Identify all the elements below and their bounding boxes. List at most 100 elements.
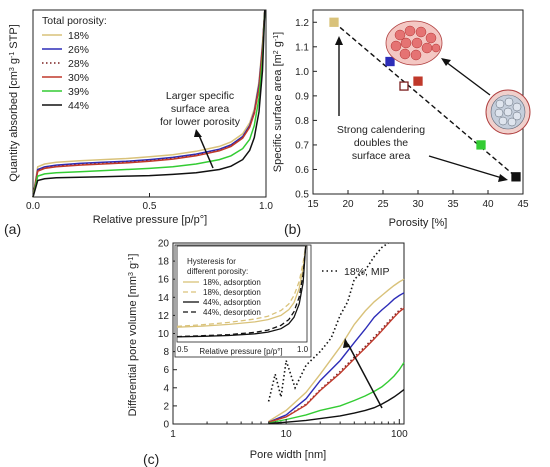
panel-a-legend-label: 39% (68, 86, 89, 98)
dense-particles-icon (385, 20, 443, 66)
panel-b-points (329, 17, 521, 182)
panel-a-legend-label: 26% (68, 44, 89, 56)
panel-a-annotation-line-3: for lower porosity (160, 116, 241, 128)
inset-series-line (176, 245, 307, 338)
panel-b-ytick-label: 0.7 (295, 140, 309, 151)
panel-a-xtick-label: 1.0 (259, 201, 273, 212)
inset-title-line-1: Hysteresis for (187, 257, 236, 266)
panel-c-ytick-label: 12 (158, 311, 170, 322)
porous-particle-icon (485, 89, 531, 135)
panel-a-legend-label: 28% (68, 58, 89, 70)
panel-b-annotation-line-1: Strong calendering (337, 124, 425, 136)
panel-c-ytick-label: 0 (163, 420, 169, 431)
panel-c-mip-legend: 18%, MIP (322, 266, 390, 278)
panel-b-point (413, 76, 423, 86)
panel-a-ylabel: Quantity absorbed [cm3 g-1 STP] (8, 24, 20, 182)
panel-c-arrow (343, 338, 383, 409)
panel-b-point (329, 17, 339, 27)
panel-b-ytick-label: 1.0 (295, 67, 309, 78)
panel-b-right-arrow (428, 155, 503, 179)
panel-c-yticks: 0 2 4 6 8 10 12 14 16 18 20 (158, 239, 177, 431)
panel-a-series (32, 9, 266, 198)
panel-a-legend-label: 30% (68, 72, 89, 84)
panel-a-legend-title: Total porosity: (42, 15, 107, 27)
panel-b-ytick-label: 0.9 (295, 91, 309, 102)
panel-b-xlabel: Porosity [%] (389, 217, 448, 229)
inset-series-line (176, 245, 307, 328)
panel-c-inset: Hysteresis for different porosity: 18%, … (174, 244, 312, 358)
panel-b-xtick-label: 20 (342, 199, 354, 210)
panel-c-ytick-label: 2 (163, 401, 169, 412)
inset-legend-label: 44%, desorption (203, 308, 261, 317)
panel-b-xtick-label: 35 (447, 199, 459, 210)
inset-series-line (176, 245, 307, 328)
panel-c-series (267, 242, 405, 425)
inset-series (176, 245, 307, 338)
panel-b-annotation-line-2: doubles the (354, 137, 408, 149)
panel-b-point (476, 140, 486, 150)
inset-title-line-2: different porosity: (187, 267, 248, 276)
panel-b: 15 20 25 30 35 40 45 0.50.60.70.80.91.01.11.2 … (272, 9, 531, 237)
inset-legend-label: 44%, adsorption (203, 298, 261, 307)
panel-b-yticks: 0.5 0.6 0.7 0.8 0.9 1.0 1.1 1.2 (295, 18, 317, 201)
inset-legend-label: 18%, desorption (203, 288, 261, 297)
panel-c-xlabel: Pore width [nm] (250, 449, 326, 461)
panel-a-series-line-30pct (32, 9, 266, 198)
panel-b-up-arrowhead (335, 36, 343, 45)
panel-c-ytick-label: 6 (163, 365, 169, 376)
panel-c-xticks: 1 10 100 (170, 419, 408, 440)
panel-a-legend-label: 18% (68, 30, 89, 42)
panel-c-ytick-label: 16 (158, 275, 170, 286)
inset-series-line (176, 245, 307, 338)
panel-b-ytick-label: 1.1 (295, 42, 309, 53)
panel-b-ytick-label: 0.6 (295, 165, 309, 176)
inset-background (174, 244, 312, 358)
panel-c-letter: (c) (143, 451, 159, 467)
panel-c-ytick-label: 14 (158, 293, 170, 304)
panel-b-point (399, 81, 409, 91)
panel-c-xtick-label: 1 (170, 429, 176, 440)
inset-xtick-0: 0.5 (177, 345, 189, 354)
panel-c-mip-label: 18%, MIP (344, 266, 390, 278)
panel-b-xtick-label: 45 (517, 199, 529, 210)
inset-legend-label: 18%, adsorption (203, 278, 261, 287)
panel-c-ytick-label: 20 (158, 239, 170, 250)
panel-c-series-line (268, 278, 405, 422)
panel-a-annotation: Larger specific surface area for lower p… (160, 90, 241, 169)
panel-c-series-line (268, 305, 405, 423)
panel-b-xticks: 15 20 25 30 35 40 45 (307, 190, 529, 210)
panel-c-ytick-label: 4 (163, 383, 169, 394)
panel-c-ytick-label: 8 (163, 347, 169, 358)
panel-b-xtick-label: 15 (307, 199, 319, 210)
panel-b-ytick-label: 0.5 (295, 190, 309, 201)
panel-c-series-line (268, 307, 405, 423)
panel-a-xticks: 0.0 0.5 1.0 (26, 193, 273, 212)
panel-c-series-line (268, 362, 405, 424)
panel-a-annotation-arrowhead (194, 129, 202, 137)
panel-b-xtick-label: 30 (412, 199, 424, 210)
panel-a-annotation-arrow (197, 132, 214, 169)
panel-a-xlabel: Relative pressure [p/p°] (93, 214, 207, 226)
panel-a-series-line-44pct (32, 9, 266, 198)
panel-b-letter: (b) (284, 221, 301, 237)
panel-b-annotation: Strong calendering doubles the surface a… (335, 36, 508, 182)
panel-b-point (385, 56, 395, 67)
panel-c-xtick-label: 100 (391, 429, 408, 440)
inset-frame (176, 245, 308, 343)
panel-b-particle-arrow (441, 58, 491, 96)
panel-a-annotation-line-2: surface area (171, 103, 230, 115)
panel-b-xtick-label: 25 (377, 199, 389, 210)
panel-a-annotation-line-1: Larger specific (166, 90, 234, 102)
panel-c-series-line (268, 389, 405, 425)
panel-a-legend: Total porosity: 18% 26% 28% 30% 39% 44% (42, 15, 107, 112)
panel-a-legend-items: 18% 26% 28% 30% 39% 44% (42, 30, 89, 112)
panel-a-legend-label: 44% (68, 100, 89, 112)
panel-b-ylabel: Specific surface area [m2 g-1] (272, 32, 284, 172)
panel-c-series-line (268, 292, 405, 423)
panel-a-xtick-label: 0.0 (26, 201, 40, 212)
panel-c: 1 10 100 0 2 4 6 8 10 12 14 16 18 20 Pore width [nm]… (127, 239, 408, 467)
panel-c-ylabel: Differential pore volume [mm3 g-1] (127, 254, 139, 417)
inset-xlabel: Relative pressure [p/p°] (199, 347, 282, 356)
